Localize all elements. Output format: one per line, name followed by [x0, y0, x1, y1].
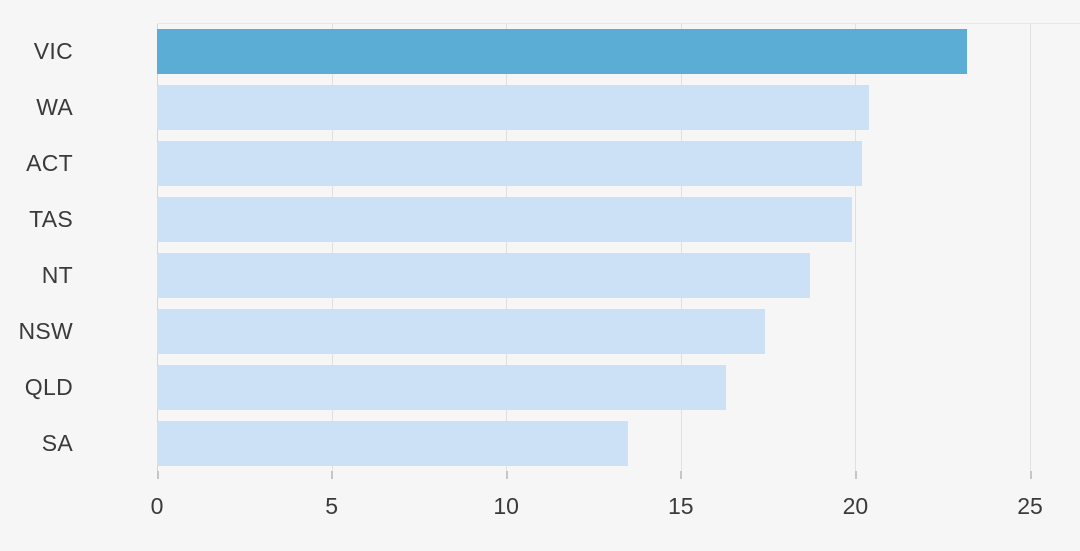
x-tick-mark — [854, 471, 857, 479]
category-label: TAS — [29, 206, 73, 232]
bar-tas — [157, 196, 852, 242]
x-tick-label: 25 — [1017, 493, 1043, 519]
category-label: SA — [41, 430, 73, 456]
bar-wa — [157, 84, 870, 130]
gridline — [1030, 23, 1031, 471]
category-label: ACT — [26, 150, 73, 176]
bar-nt — [157, 252, 810, 298]
y-axis-line — [157, 23, 158, 471]
x-tick-label: 10 — [493, 493, 519, 519]
bar-qld — [157, 364, 727, 410]
category-label: WA — [36, 94, 73, 120]
x-tick-mark — [331, 471, 334, 479]
x-tick-mark — [1029, 471, 1032, 479]
bar-vic — [157, 28, 968, 74]
bar-act — [157, 140, 863, 186]
x-tick-mark — [505, 471, 508, 479]
x-tick-mark — [680, 471, 683, 479]
gridline — [331, 23, 333, 471]
gridline — [680, 23, 682, 471]
x-tick-label: 15 — [668, 493, 694, 519]
category-label: VIC — [33, 38, 73, 64]
bar-sa — [157, 420, 629, 466]
plot-top-border — [157, 23, 1080, 24]
category-label: NSW — [18, 318, 73, 344]
bar-nsw — [157, 308, 765, 354]
x-tick-mark — [156, 471, 159, 479]
x-tick-label: 5 — [325, 493, 338, 519]
category-label: QLD — [24, 374, 73, 400]
gridline — [855, 23, 857, 471]
x-tick-label: 20 — [842, 493, 869, 519]
x-tick-label: 0 — [150, 493, 164, 519]
category-label: NT — [41, 262, 73, 288]
gridline — [506, 23, 508, 471]
